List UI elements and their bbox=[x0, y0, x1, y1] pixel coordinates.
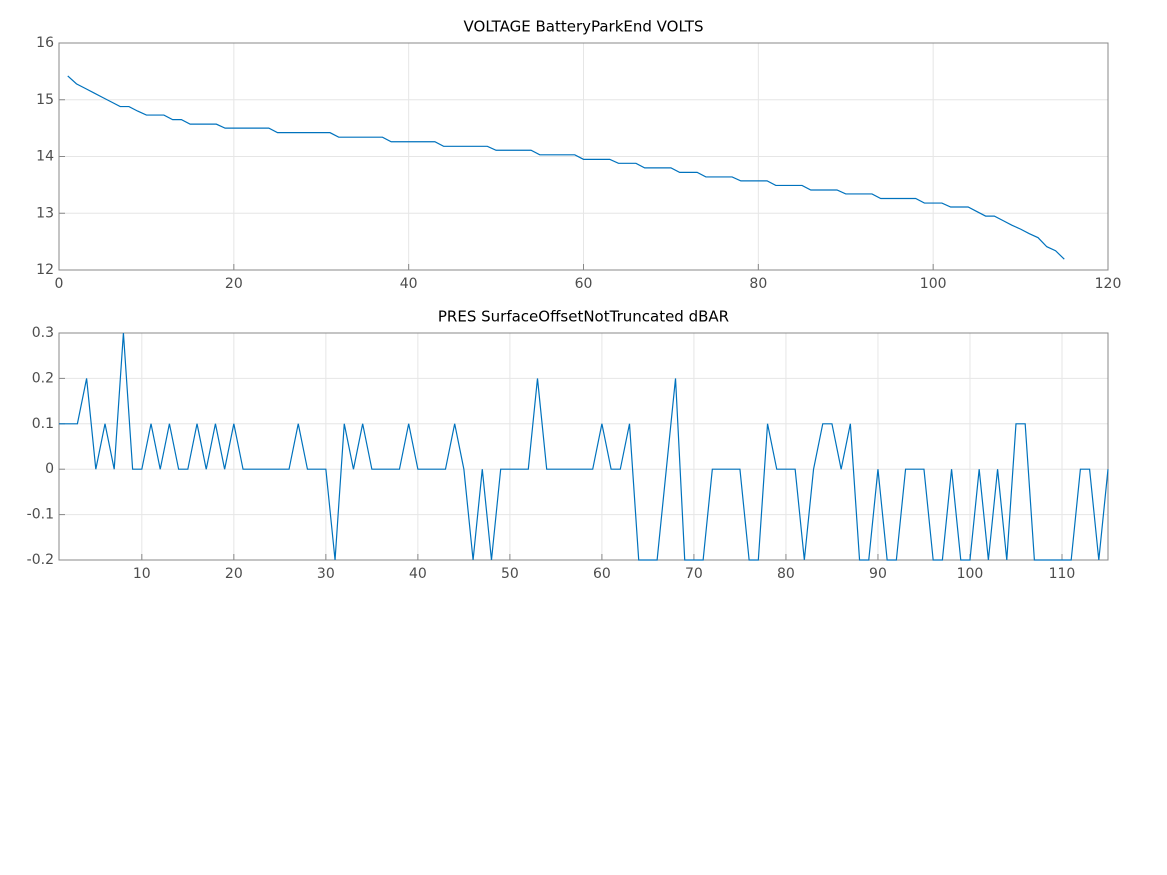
x-tick-label: 80 bbox=[777, 566, 795, 582]
y-tick-label: 0.2 bbox=[32, 370, 54, 386]
plot-area bbox=[59, 333, 1108, 560]
x-tick-label: 40 bbox=[400, 276, 418, 292]
x-tick-label: 20 bbox=[225, 566, 243, 582]
x-tick-label: 50 bbox=[501, 566, 519, 582]
x-tick-label: 60 bbox=[593, 566, 611, 582]
x-tick-label: 20 bbox=[225, 276, 243, 292]
plot-frame bbox=[58, 332, 1109, 561]
x-tick-label: 90 bbox=[869, 566, 887, 582]
x-tick-label: 120 bbox=[1095, 276, 1122, 292]
data-line bbox=[59, 332, 1109, 561]
y-tick-label: 0.1 bbox=[32, 416, 54, 432]
data-line bbox=[67, 75, 1065, 260]
y-tick-label: 13 bbox=[36, 205, 54, 221]
chart-title: VOLTAGE BatteryParkEnd VOLTS bbox=[464, 18, 704, 36]
x-tick-label: 60 bbox=[575, 276, 593, 292]
x-tick-label: 100 bbox=[920, 276, 947, 292]
x-tick-label: 110 bbox=[1049, 566, 1076, 582]
x-tick-label: 0 bbox=[55, 276, 64, 292]
chart-title: PRES SurfaceOffsetNotTruncated dBAR bbox=[438, 308, 729, 326]
y-tick-label: -0.2 bbox=[27, 552, 54, 568]
y-tick-label: 15 bbox=[36, 92, 54, 108]
y-tick-label: 12 bbox=[36, 262, 54, 278]
x-tick-label: 40 bbox=[409, 566, 427, 582]
x-tick-label: 100 bbox=[957, 566, 984, 582]
x-tick-label: 30 bbox=[317, 566, 335, 582]
y-tick-label: 0.3 bbox=[32, 325, 54, 341]
x-tick-label: 80 bbox=[749, 276, 767, 292]
y-tick-label: 14 bbox=[36, 149, 54, 165]
x-tick-label: 70 bbox=[685, 566, 703, 582]
y-tick-label: 16 bbox=[36, 35, 54, 51]
plot-frame bbox=[58, 42, 1109, 271]
y-tick-label: 0 bbox=[45, 461, 54, 477]
x-tick-label: 10 bbox=[133, 566, 151, 582]
y-tick-label: -0.1 bbox=[27, 507, 54, 523]
